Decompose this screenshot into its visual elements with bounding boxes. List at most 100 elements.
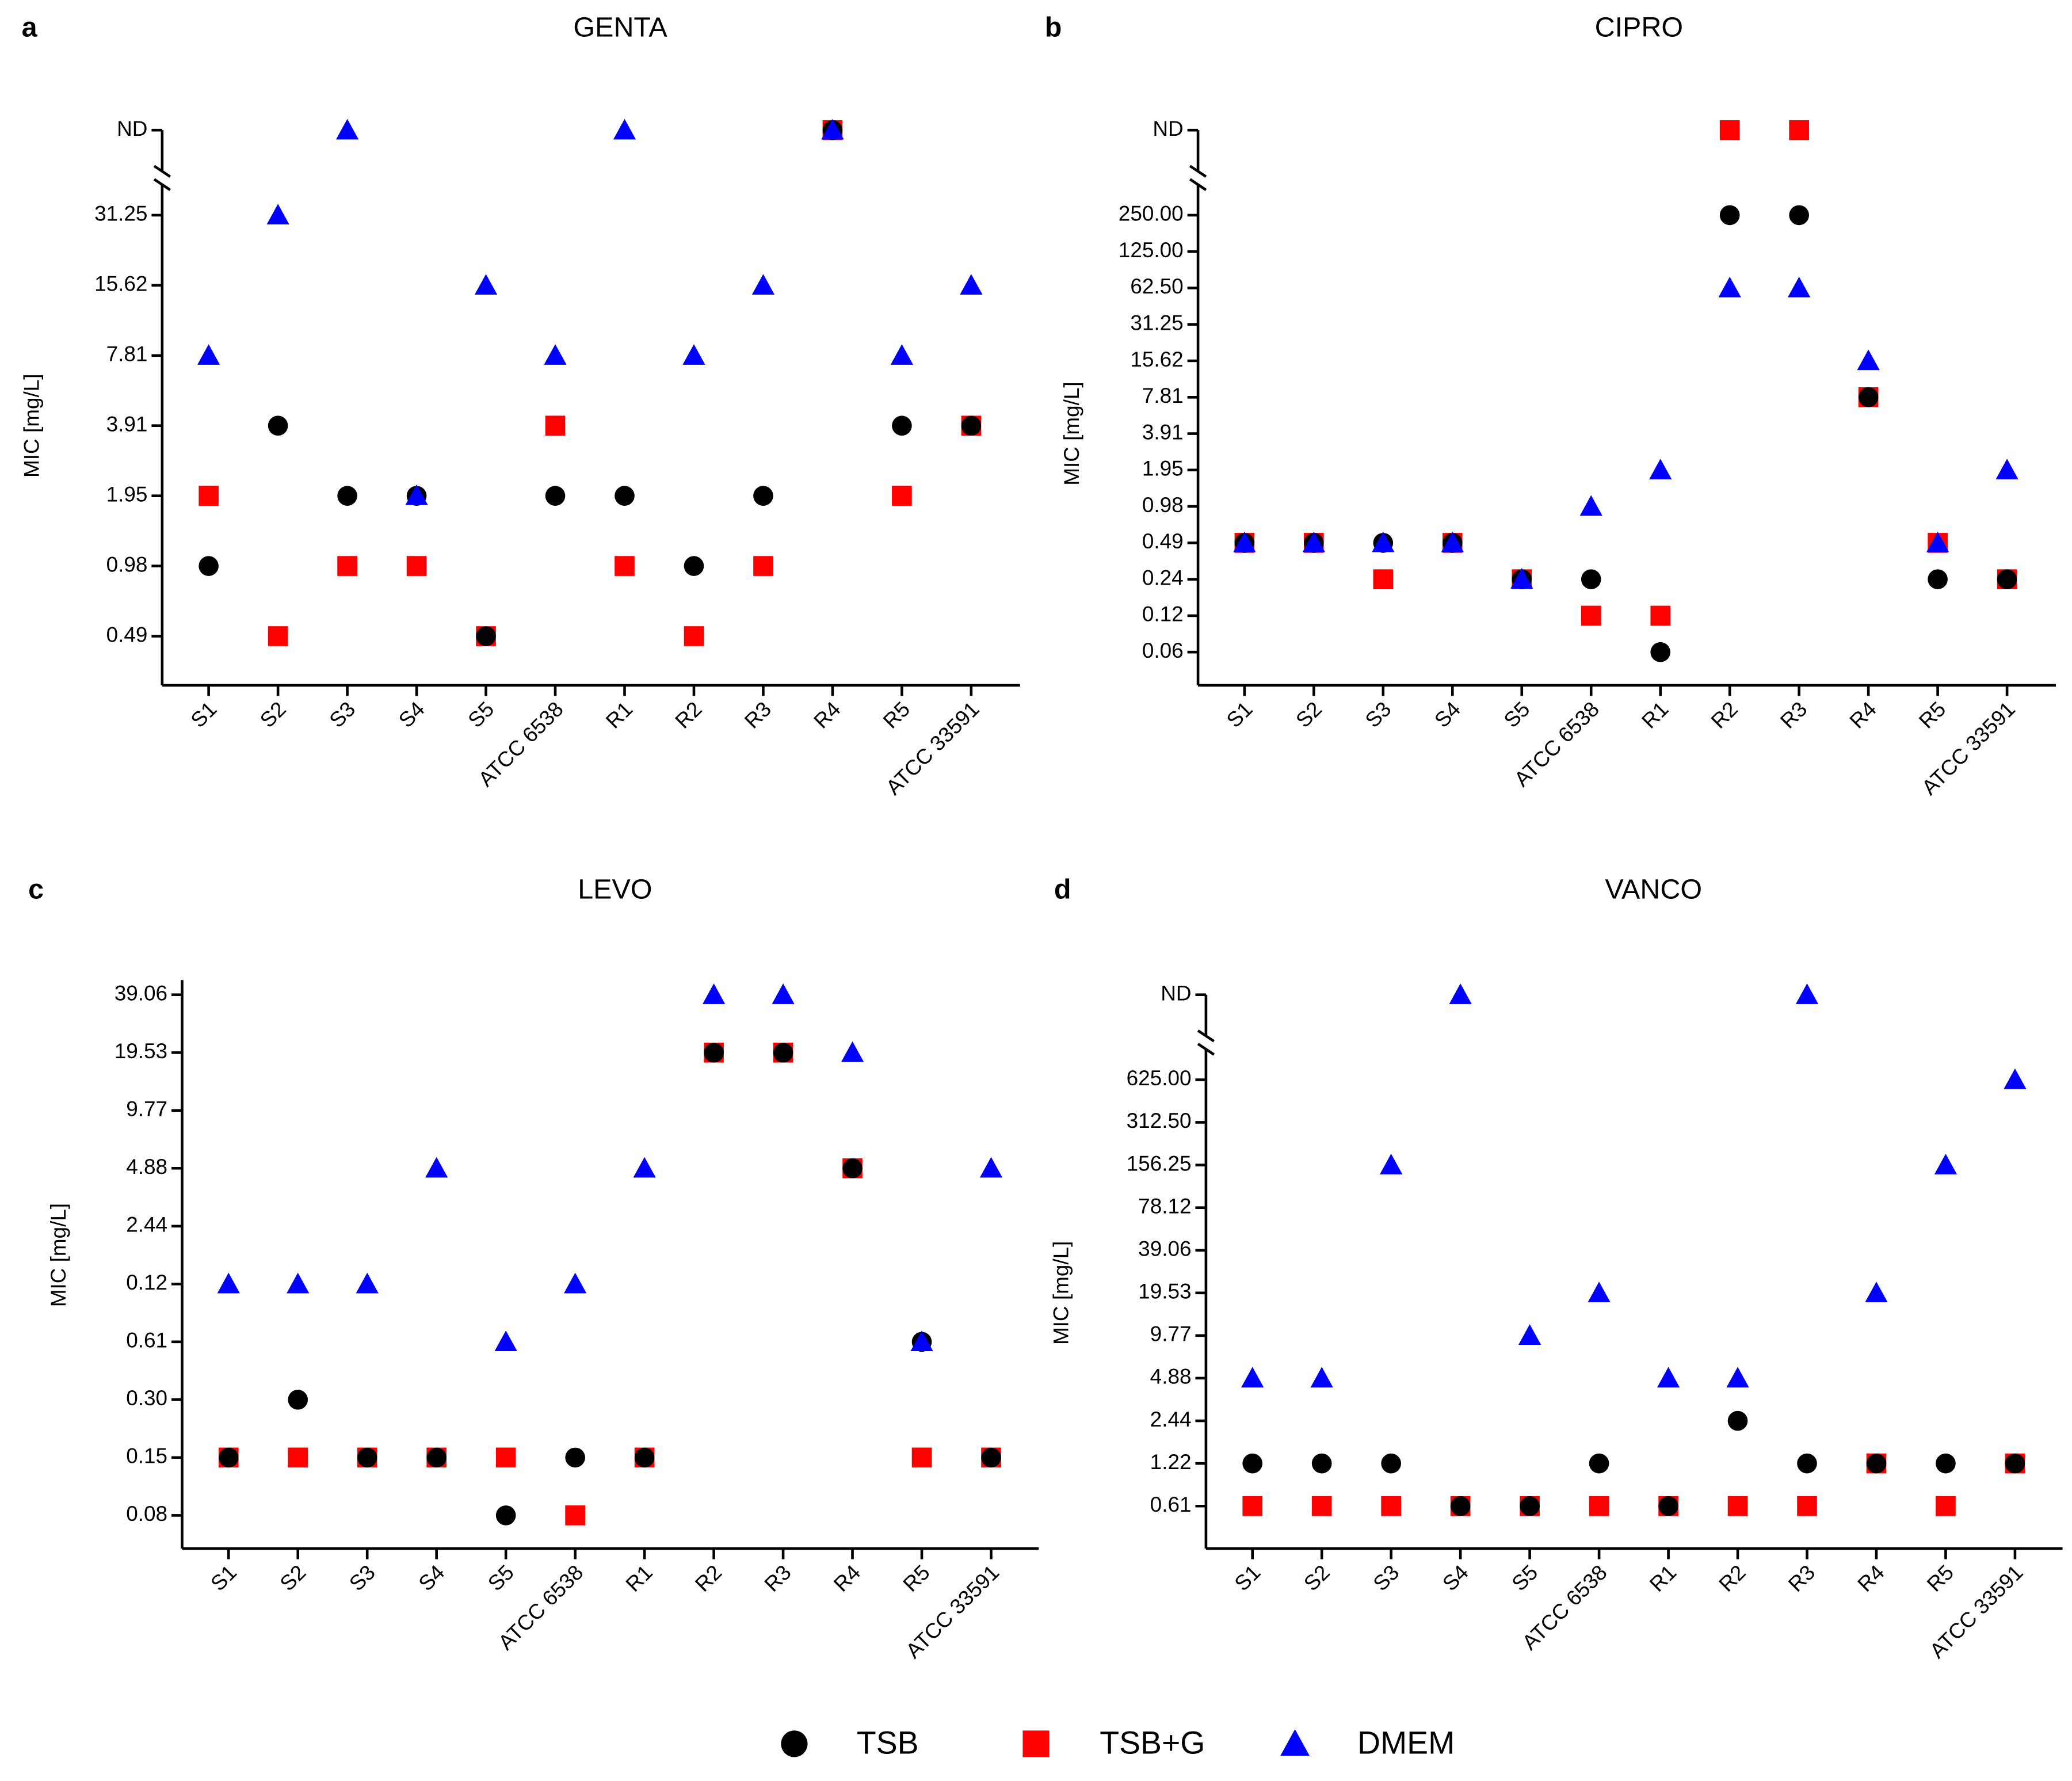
y-tick-label: 3.91 [106, 412, 148, 436]
x-tick-label: S2 [255, 697, 291, 732]
x-tick-label: S5 [483, 1561, 518, 1596]
point [565, 1505, 585, 1526]
y-tick-label: ND [1153, 117, 1183, 140]
point [892, 486, 912, 506]
x-tick-label: R1 [601, 697, 637, 733]
y-tick-label: 2.44 [1150, 1408, 1192, 1431]
x-tick-label: R4 [809, 697, 845, 733]
point [199, 486, 219, 506]
y-tick-label: 2.44 [126, 1213, 167, 1237]
y-tick-label: 9.77 [1150, 1322, 1192, 1346]
point [2004, 1068, 2027, 1089]
point [1719, 120, 1740, 140]
x-tick-label: S4 [1430, 697, 1465, 732]
point [197, 344, 220, 365]
x-tick-label: S2 [1291, 697, 1326, 732]
y-tick-label: 78.12 [1138, 1194, 1191, 1218]
y-tick-label: 31.25 [1130, 311, 1183, 334]
y-tick-label: 4.88 [1150, 1365, 1192, 1389]
point [356, 1272, 379, 1294]
point [751, 274, 775, 295]
y-axis-label: MIC [mg/L] [20, 373, 44, 477]
axis-break [1197, 1029, 1215, 1043]
legend-label: TSB [857, 1725, 919, 1760]
point [2005, 1453, 2025, 1474]
point [545, 486, 566, 506]
point [1518, 1324, 1541, 1345]
point [1997, 569, 2017, 589]
y-tick-label: 0.12 [126, 1271, 167, 1294]
point [357, 1447, 377, 1468]
point [426, 1447, 447, 1468]
y-tick-label: 1.22 [1150, 1450, 1192, 1474]
point [1789, 120, 1809, 140]
axis-break [1189, 165, 1207, 178]
x-tick-label: R3 [740, 697, 776, 733]
point [684, 556, 704, 576]
point [268, 415, 288, 436]
point [1857, 349, 1880, 371]
point [1233, 531, 1256, 552]
point [1727, 1410, 1748, 1431]
point [564, 1272, 587, 1294]
panel-letter: b [1045, 12, 1062, 43]
point [565, 1447, 585, 1468]
point [1242, 1453, 1263, 1474]
y-tick-label: 0.24 [1142, 566, 1184, 589]
point [890, 344, 914, 365]
y-tick-label: 19.53 [115, 1039, 167, 1063]
x-tick-label: R2 [1714, 1561, 1750, 1596]
y-tick-label: 125.00 [1119, 238, 1184, 262]
panel-letter: d [1054, 874, 1071, 905]
point [1588, 1282, 1611, 1302]
y-tick-label: 0.49 [106, 623, 148, 646]
y-tick-label: 0.30 [126, 1386, 167, 1410]
y-axis-label: MIC [mg/L] [1049, 1241, 1073, 1345]
x-tick-label: R3 [760, 1561, 795, 1596]
x-tick-label: R3 [1784, 1561, 1819, 1596]
point [702, 983, 726, 1004]
point [753, 486, 773, 506]
point [337, 556, 357, 576]
point [1589, 1453, 1609, 1474]
x-tick-label: R1 [621, 1561, 657, 1596]
point [1441, 531, 1464, 552]
point [979, 1157, 1003, 1178]
point [1936, 1496, 1956, 1516]
x-tick-label: R4 [1845, 697, 1881, 733]
point [544, 344, 567, 365]
x-tick-label: S1 [186, 697, 221, 732]
y-tick-label: 156.25 [1127, 1151, 1192, 1175]
x-tick-label: S1 [1222, 697, 1257, 732]
point [1241, 1367, 1264, 1388]
y-tick-label: 0.98 [1142, 493, 1184, 517]
y-tick-label: 4.88 [126, 1155, 167, 1179]
axis-break [153, 178, 171, 191]
point [545, 415, 566, 436]
y-tick-label: 19.53 [1138, 1280, 1191, 1303]
x-tick-label: S1 [206, 1561, 241, 1596]
point [1788, 276, 1811, 298]
x-tick-label: S4 [394, 697, 429, 732]
y-tick-label: 0.61 [1150, 1493, 1192, 1516]
point [1589, 1496, 1609, 1516]
point [841, 1041, 864, 1062]
point [1866, 1453, 1887, 1474]
axis-break [1189, 178, 1207, 191]
point [1718, 276, 1741, 298]
legend-marker [1280, 1729, 1310, 1756]
panel-letter: c [28, 874, 44, 905]
point [268, 626, 288, 646]
legend-label: DMEM [1357, 1725, 1455, 1760]
y-tick-label: 39.06 [1138, 1237, 1191, 1260]
chart-title: LEVO [578, 874, 652, 905]
point [1649, 459, 1672, 479]
panel-letter: a [22, 12, 38, 43]
point [1726, 1367, 1749, 1388]
point [960, 274, 983, 295]
point [615, 486, 635, 506]
point [476, 626, 496, 646]
chart-title: GENTA [573, 12, 667, 43]
legend-marker [1022, 1730, 1050, 1757]
